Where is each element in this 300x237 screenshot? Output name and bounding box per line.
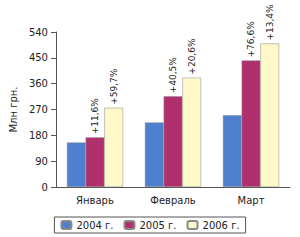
svg-text:+40,5%: +40,5% xyxy=(168,57,178,94)
svg-text:+13,4%: +13,4% xyxy=(265,4,275,41)
svg-text:Март: Март xyxy=(238,195,265,206)
svg-text:180: 180 xyxy=(29,130,48,141)
svg-text:2005 г.: 2005 г. xyxy=(139,220,176,231)
svg-text:+76,6%: +76,6% xyxy=(246,21,256,58)
svg-text:360: 360 xyxy=(29,78,48,89)
svg-text:+11,6%: +11,6% xyxy=(90,98,100,135)
svg-text:540: 540 xyxy=(29,27,48,38)
svg-text:270: 270 xyxy=(29,104,48,115)
svg-text:+59,7%: +59,7% xyxy=(109,68,119,105)
svg-text:0: 0 xyxy=(42,182,48,193)
svg-text:2004 г.: 2004 г. xyxy=(76,220,113,231)
svg-text:Январь: Январь xyxy=(76,195,114,206)
svg-text:Млн грн.: Млн грн. xyxy=(8,86,19,132)
svg-text:+20,6%: +20,6% xyxy=(187,38,197,75)
svg-text:90: 90 xyxy=(35,156,48,167)
svg-text:Февраль: Февраль xyxy=(150,195,196,206)
svg-text:450: 450 xyxy=(29,52,48,63)
svg-text:2006 г.: 2006 г. xyxy=(203,220,240,231)
